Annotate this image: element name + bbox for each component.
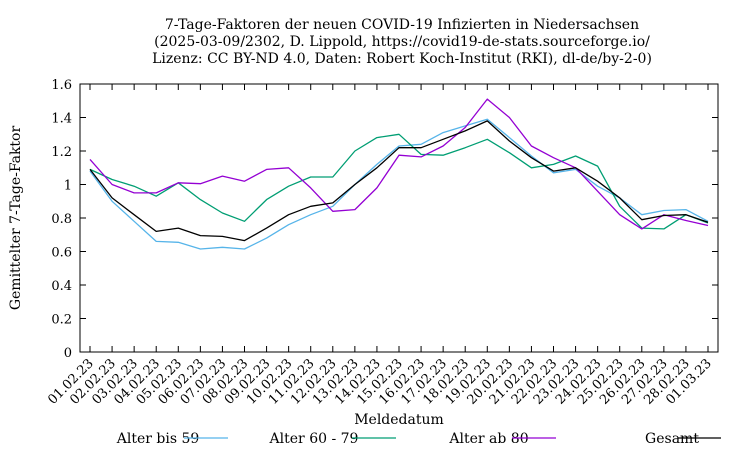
series-lines (89, 98, 709, 250)
x-axis-label: Meldedatum (354, 412, 444, 428)
y-tick-label: 1 (64, 179, 72, 194)
y-axis-label: Gemittelter 7-Tage-Faktor (8, 126, 24, 311)
axes: 00.20.40.60.811.21.41.601.02.2302.02.230… (45, 78, 719, 408)
legend: Alter bis 59 Alter 60 - 79 Alter ab 80 Gesa… (116, 431, 721, 447)
series-line-alter-60-79 (89, 133, 709, 230)
legend-label-alter-bis-59: Alter bis 59 (116, 431, 200, 447)
series-line-alter-bis-59 (89, 118, 709, 250)
series-line-gesamt (89, 120, 709, 242)
y-tick-label: 1.6 (51, 78, 72, 93)
y-tick-label: 0.8 (51, 212, 72, 227)
title-line-3: Lizenz: CC BY-ND 4.0, Daten: Robert Koch… (152, 51, 652, 67)
y-tick-label: 0.4 (51, 279, 72, 294)
legend-label-gesamt: Gesamt (645, 431, 699, 447)
title-line-2: (2025-03-09/2302, D. Lippold, https://co… (154, 34, 650, 50)
series-line-alter-ab-80 (89, 98, 709, 230)
chart-title: 7-Tage-Faktoren der neuen COVID-19 Infiz… (152, 17, 652, 67)
legend-label-alter-60-79: Alter 60 - 79 (269, 431, 359, 447)
y-tick-label: 0.6 (51, 246, 72, 261)
plot-frame (79, 83, 719, 353)
legend-label-alter-ab-80: Alter ab 80 (448, 431, 528, 447)
title-line-1: 7-Tage-Faktoren der neuen COVID-19 Infiz… (165, 17, 639, 33)
y-tick-label: 1.4 (51, 112, 72, 127)
y-tick-label: 0.2 (51, 313, 72, 328)
y-tick-label: 0 (64, 346, 72, 361)
y-tick-label: 1.2 (51, 145, 72, 160)
